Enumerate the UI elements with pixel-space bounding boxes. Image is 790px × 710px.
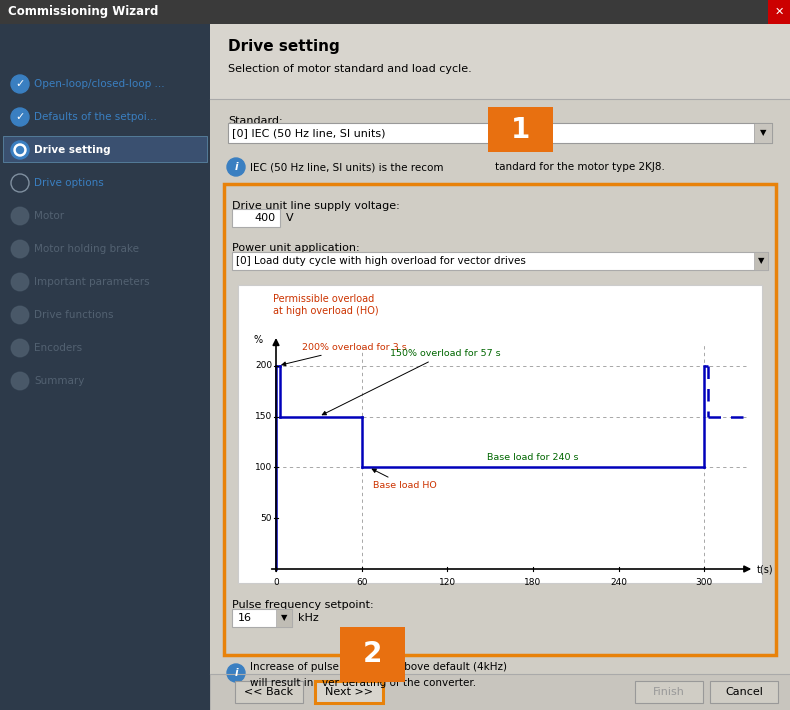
Text: Motor: Motor bbox=[34, 211, 64, 221]
Text: 150: 150 bbox=[254, 412, 272, 421]
Text: Next >>: Next >> bbox=[325, 687, 373, 697]
Text: t(s): t(s) bbox=[757, 565, 773, 575]
Text: Drive functions: Drive functions bbox=[34, 310, 114, 320]
Text: [0] Load duty cycle with high overload for vector drives: [0] Load duty cycle with high overload f… bbox=[236, 256, 526, 266]
FancyBboxPatch shape bbox=[210, 24, 790, 99]
FancyBboxPatch shape bbox=[224, 184, 776, 655]
Circle shape bbox=[11, 372, 29, 390]
Text: Power unit application:: Power unit application: bbox=[232, 243, 359, 253]
Text: Base load HO: Base load HO bbox=[372, 469, 437, 490]
Text: %: % bbox=[254, 335, 263, 345]
Text: Base load for 240 s: Base load for 240 s bbox=[487, 453, 578, 462]
Text: Summary: Summary bbox=[34, 376, 85, 386]
Text: Drive setting: Drive setting bbox=[34, 145, 111, 155]
Text: ver derating of the converter.: ver derating of the converter. bbox=[322, 678, 476, 688]
FancyBboxPatch shape bbox=[210, 24, 790, 710]
Circle shape bbox=[11, 141, 29, 159]
Text: Encoders: Encoders bbox=[34, 343, 82, 353]
Text: V: V bbox=[286, 213, 294, 223]
Text: IEC (50 Hz line, SI units) is the recom: IEC (50 Hz line, SI units) is the recom bbox=[250, 162, 443, 172]
FancyBboxPatch shape bbox=[754, 252, 768, 270]
FancyBboxPatch shape bbox=[0, 24, 210, 710]
Circle shape bbox=[14, 144, 26, 156]
Text: tandard for the motor type 2KJ8.: tandard for the motor type 2KJ8. bbox=[495, 162, 665, 172]
Text: Standard:: Standard: bbox=[228, 116, 283, 126]
Text: 100: 100 bbox=[254, 463, 272, 472]
Text: 60: 60 bbox=[356, 578, 367, 587]
Circle shape bbox=[227, 158, 245, 176]
Text: Drive options: Drive options bbox=[34, 178, 103, 188]
Circle shape bbox=[11, 273, 29, 291]
FancyBboxPatch shape bbox=[315, 681, 383, 703]
Circle shape bbox=[11, 207, 29, 225]
Text: Open-loop/closed-loop ...: Open-loop/closed-loop ... bbox=[34, 79, 164, 89]
FancyBboxPatch shape bbox=[754, 123, 772, 143]
FancyBboxPatch shape bbox=[276, 609, 292, 627]
FancyBboxPatch shape bbox=[340, 627, 405, 682]
Text: Increase of pulse frequency above default (4kHz): Increase of pulse frequency above defaul… bbox=[250, 662, 507, 672]
Text: at high overload (HO): at high overload (HO) bbox=[273, 306, 378, 316]
Text: 180: 180 bbox=[525, 578, 541, 587]
Text: ✕: ✕ bbox=[774, 7, 784, 17]
FancyBboxPatch shape bbox=[635, 681, 703, 703]
Text: kHz: kHz bbox=[298, 613, 318, 623]
Text: 300: 300 bbox=[695, 578, 713, 587]
Text: i: i bbox=[235, 162, 238, 172]
FancyBboxPatch shape bbox=[0, 0, 790, 24]
FancyBboxPatch shape bbox=[768, 0, 790, 24]
FancyBboxPatch shape bbox=[232, 609, 292, 627]
Text: ▼: ▼ bbox=[758, 256, 764, 266]
FancyBboxPatch shape bbox=[488, 107, 553, 152]
Circle shape bbox=[11, 339, 29, 357]
Text: 0: 0 bbox=[273, 578, 279, 587]
Text: Defaults of the setpoi...: Defaults of the setpoi... bbox=[34, 112, 157, 122]
Text: 400: 400 bbox=[255, 213, 276, 223]
FancyBboxPatch shape bbox=[710, 681, 778, 703]
Text: Commissioning Wizard: Commissioning Wizard bbox=[8, 6, 158, 18]
Text: ✓: ✓ bbox=[15, 112, 24, 122]
Text: Pulse frequency setpoint:: Pulse frequency setpoint: bbox=[232, 600, 374, 610]
Text: ▼: ▼ bbox=[280, 613, 288, 623]
Text: Permissible overload: Permissible overload bbox=[273, 294, 374, 304]
FancyBboxPatch shape bbox=[3, 136, 207, 162]
Text: [0] IEC (50 Hz line, SI units): [0] IEC (50 Hz line, SI units) bbox=[232, 128, 386, 138]
Text: 150% overload for 57 s: 150% overload for 57 s bbox=[322, 349, 501, 415]
Text: i: i bbox=[235, 668, 238, 678]
FancyBboxPatch shape bbox=[228, 123, 772, 143]
Circle shape bbox=[227, 664, 245, 682]
Text: 2: 2 bbox=[363, 640, 382, 669]
Text: 120: 120 bbox=[438, 578, 456, 587]
FancyBboxPatch shape bbox=[235, 681, 303, 703]
Text: Important parameters: Important parameters bbox=[34, 277, 149, 287]
Text: Motor holding brake: Motor holding brake bbox=[34, 244, 139, 254]
Text: ✓: ✓ bbox=[15, 79, 24, 89]
Text: << Back: << Back bbox=[244, 687, 294, 697]
Text: will result in: will result in bbox=[250, 678, 314, 688]
Text: Selection of motor standard and load cycle.: Selection of motor standard and load cyc… bbox=[228, 64, 472, 74]
Circle shape bbox=[11, 306, 29, 324]
Text: 200% overload for 3 s: 200% overload for 3 s bbox=[282, 343, 406, 366]
Circle shape bbox=[11, 108, 29, 126]
Circle shape bbox=[11, 240, 29, 258]
FancyBboxPatch shape bbox=[232, 209, 280, 227]
Text: 240: 240 bbox=[610, 578, 627, 587]
FancyBboxPatch shape bbox=[238, 285, 762, 583]
Text: 16: 16 bbox=[238, 613, 252, 623]
Text: Drive setting: Drive setting bbox=[228, 38, 340, 53]
Text: Finish: Finish bbox=[653, 687, 685, 697]
Text: Drive unit line supply voltage:: Drive unit line supply voltage: bbox=[232, 201, 400, 211]
Text: Cancel: Cancel bbox=[725, 687, 763, 697]
Text: 200: 200 bbox=[255, 361, 272, 370]
FancyBboxPatch shape bbox=[210, 674, 790, 710]
Circle shape bbox=[11, 75, 29, 93]
Text: 50: 50 bbox=[261, 513, 272, 523]
Text: 1: 1 bbox=[511, 116, 530, 143]
FancyBboxPatch shape bbox=[232, 252, 768, 270]
Text: ▼: ▼ bbox=[760, 129, 766, 138]
Circle shape bbox=[17, 146, 24, 153]
